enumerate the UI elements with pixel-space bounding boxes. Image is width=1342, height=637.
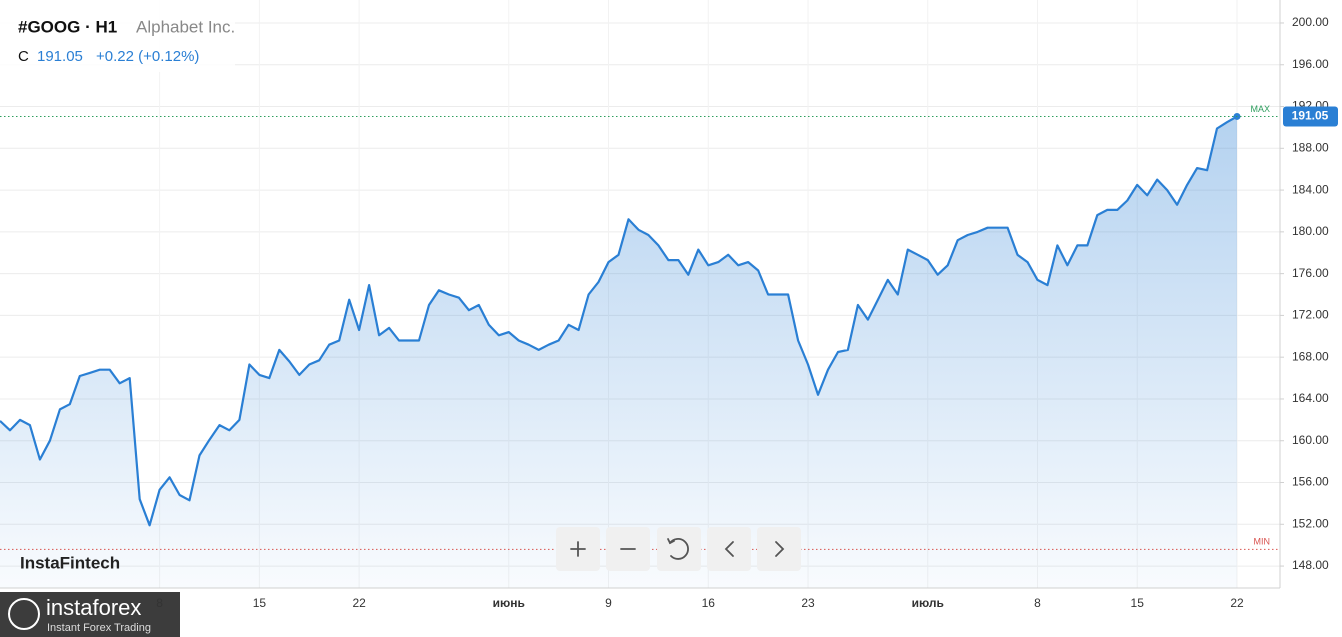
y-tick-label: 188.00	[1292, 140, 1329, 154]
x-tick-label: 22	[1230, 596, 1244, 610]
change: +0.22 (+0.12%)	[96, 48, 199, 65]
x-tick-label: июнь	[493, 596, 525, 610]
y-tick-label: 172.00	[1292, 308, 1329, 322]
scroll-left-button[interactable]	[707, 527, 751, 571]
x-tick-label: 15	[253, 596, 267, 610]
y-tick-label: 164.00	[1292, 391, 1329, 405]
y-tick-label: 184.00	[1292, 182, 1329, 196]
y-tick-label: 152.00	[1292, 516, 1329, 530]
y-tick-label: 200.00	[1292, 15, 1329, 29]
y-tick-label: 196.00	[1292, 57, 1329, 71]
x-tick-label: 16	[702, 596, 716, 610]
y-tick-label: 160.00	[1292, 433, 1329, 447]
y-tick-label: 176.00	[1292, 266, 1329, 280]
y-tick-label: 168.00	[1292, 349, 1329, 363]
close-value: 191.05	[37, 48, 83, 65]
zoom-out-button[interactable]	[606, 527, 650, 571]
area-fill	[0, 116, 1237, 588]
plot	[0, 112, 1280, 588]
watermark: InstaFintech	[20, 553, 120, 572]
header-bg	[0, 0, 235, 72]
reset-button[interactable]	[657, 527, 701, 571]
x-tick-label: 23	[801, 596, 815, 610]
x-tick-label: 9	[605, 596, 612, 610]
symbol: #GOOG · H1	[18, 17, 117, 36]
scroll-right-button[interactable]	[757, 527, 801, 571]
logo-tagline: Instant Forex Trading	[47, 622, 151, 634]
price-tag-bg	[1283, 106, 1338, 127]
zoom-in-button[interactable]	[556, 527, 600, 571]
x-tick-label: 8	[1034, 596, 1041, 610]
annotation-label: MIN	[1254, 537, 1271, 547]
x-tick-label: 22	[352, 596, 366, 610]
logo-name: instaforex	[46, 595, 141, 620]
x-tick-label: июль	[912, 596, 944, 610]
y-tick-label: 180.00	[1292, 224, 1329, 238]
annotation-label: MAX	[1250, 104, 1270, 114]
y-tick-label: 156.00	[1292, 475, 1329, 489]
company-name: Alphabet Inc.	[136, 17, 235, 36]
price-tag: 191.05	[1292, 109, 1329, 123]
x-tick-label: 15	[1131, 596, 1145, 610]
logo-icon	[8, 598, 40, 630]
price-line	[0, 115, 1238, 527]
x-tick-label: 8	[156, 596, 163, 610]
y-tick-label: 148.00	[1292, 558, 1329, 572]
close-label: C	[18, 48, 29, 65]
